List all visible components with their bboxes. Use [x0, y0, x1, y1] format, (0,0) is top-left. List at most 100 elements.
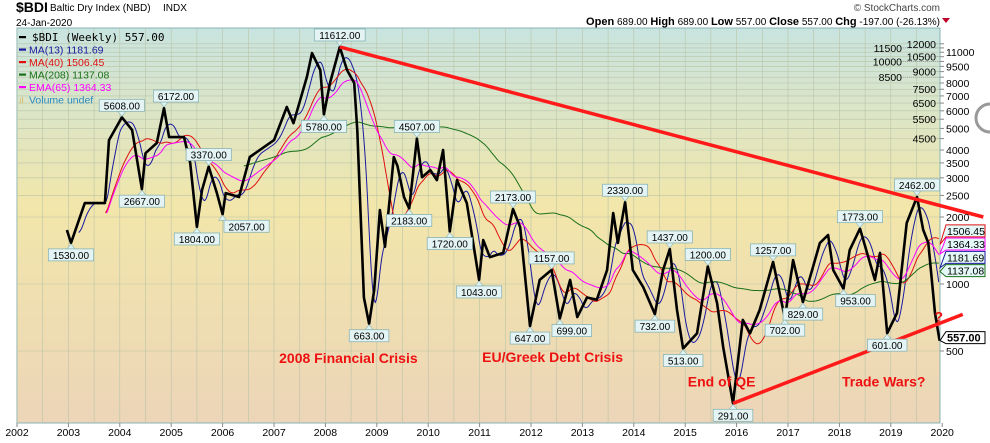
point-label-text: 647.00 — [515, 334, 546, 345]
point-label-text: 1773.00 — [842, 213, 879, 224]
y-tick-label: 6000 — [946, 106, 970, 118]
point-label: 1773.00 — [836, 210, 883, 229]
point-label-box — [456, 285, 503, 299]
scroll-icon[interactable] — [974, 102, 990, 134]
last-value-tag-text: 1181.69 — [947, 252, 984, 264]
point-label-box — [509, 331, 551, 345]
y-tick-label: 500 — [946, 346, 964, 358]
x-tick-label: 2013 — [571, 427, 595, 438]
symbol: $BDI — [16, 0, 48, 15]
point-label-text: 291.00 — [718, 411, 749, 422]
high-label: High — [650, 16, 675, 28]
series-ma-208- — [243, 121, 939, 302]
point-label: 291.00 — [712, 403, 754, 422]
point-label-text: 1720.00 — [432, 240, 469, 251]
point-label-box — [223, 219, 270, 233]
point-label-text: 2667.00 — [124, 197, 161, 208]
point-label-text: 1530.00 — [53, 251, 90, 262]
y-tick-label: 7000 — [946, 91, 970, 103]
point-label: 2330.00 — [602, 183, 649, 202]
point-label: 1200.00 — [684, 247, 731, 266]
annotation-text: ? — [934, 308, 943, 324]
y-tick-label: 10000 — [873, 56, 902, 68]
point-label-text: 2057.00 — [229, 222, 266, 233]
point-label-box — [684, 247, 731, 261]
series-layer — [65, 45, 940, 405]
legend-item: EMA(65) 1364.33 — [19, 82, 111, 94]
point-label-text: 1043.00 — [461, 288, 498, 299]
point-label-box — [393, 120, 440, 133]
y-tick-label: 3500 — [946, 158, 970, 170]
x-tick-label: 2011 — [468, 427, 491, 438]
point-label: 3370.00 — [185, 148, 232, 167]
point-label: 2173.00 — [490, 190, 537, 209]
point-label: 5780.00 — [300, 114, 347, 133]
legend-label: Volume undef — [29, 95, 93, 107]
trendline — [339, 45, 984, 219]
y-tick-label: 8000 — [946, 78, 970, 90]
low-label: Low — [711, 16, 733, 28]
point-label-text: 1157.00 — [534, 254, 570, 265]
point-label-box — [894, 178, 941, 192]
point-label: 1804.00 — [173, 227, 220, 246]
point-label-text: 702.00 — [770, 326, 801, 337]
y-tick-label: 5500 — [913, 114, 937, 126]
point-label-box — [634, 319, 676, 333]
y-tick-label: 9500 — [946, 61, 970, 73]
point-label-text: 2462.00 — [899, 181, 936, 192]
x-axis: 2002 2003 2004 2005 2006 2007 2008 2009 2010 2011… — [5, 423, 954, 439]
x-tick-label: 2004 — [108, 427, 132, 438]
point-label-text: 11612.00 — [319, 31, 360, 42]
point-label-box — [426, 237, 473, 250]
y-tick-label: 8500 — [879, 72, 903, 84]
point-label-box — [662, 354, 704, 367]
trendlines — [339, 45, 984, 405]
point-label: 1043.00 — [456, 280, 503, 299]
y-tick-label: 1000 — [946, 279, 970, 291]
x-tick-label: 2012 — [519, 427, 543, 438]
open-value: 689.00 — [617, 17, 648, 28]
point-label-box — [185, 148, 232, 161]
last-value-tag-text: 1506.45 — [947, 226, 985, 238]
point-label: 2183.00 — [386, 209, 433, 228]
point-label: 732.00 — [634, 314, 676, 333]
point-label-box — [153, 89, 200, 103]
legend-swatch — [19, 73, 26, 76]
x-tick-label: 2009 — [365, 427, 389, 438]
point-label-box — [313, 28, 366, 42]
y-tick-label: 2500 — [946, 190, 970, 202]
point-label: 1257.00 — [750, 243, 797, 262]
chg-label: Chg — [835, 16, 856, 28]
point-label: 1530.00 — [47, 243, 94, 262]
chg-value: -197.00 (-26.13%) — [859, 17, 940, 28]
legend-swatch — [19, 36, 26, 39]
point-label-text: 2183.00 — [391, 217, 428, 228]
annotation-text: EU/Greek Debt Crisis — [482, 349, 623, 365]
legend-item: MA(208) 1137.08 — [19, 70, 110, 82]
point-label-text: 1804.00 — [179, 235, 216, 246]
x-tick-label: 2018 — [828, 427, 852, 438]
legend-swatch — [19, 86, 26, 89]
point-label: 11612.00 — [313, 28, 366, 47]
point-label-text: 663.00 — [354, 332, 385, 343]
watermark: © StockCharts.com — [854, 3, 940, 14]
point-label-box — [47, 248, 94, 262]
last-value-tag-box — [939, 264, 986, 278]
point-label-box — [490, 190, 537, 204]
y-tick-label: 12000 — [907, 39, 936, 51]
point-label-pointer — [217, 214, 228, 221]
x-tick-label: 2005 — [160, 427, 184, 438]
point-label-box — [750, 243, 797, 257]
legend-item: MA(40) 1506.45 — [19, 57, 104, 69]
point-label-box — [173, 232, 220, 246]
point-label: 702.00 — [764, 318, 806, 337]
last-value-tag: 1181.69 — [938, 250, 986, 270]
point-label-text: 1200.00 — [690, 250, 727, 261]
y-tick-label: 6500 — [913, 98, 937, 110]
legend-item: ıl Volume undef — [19, 95, 93, 107]
x-tick-label: 2017 — [776, 427, 800, 438]
x-tick-label: 2015 — [674, 427, 698, 438]
legend-label: $BDI (Weekly) 557.00 — [32, 31, 164, 44]
